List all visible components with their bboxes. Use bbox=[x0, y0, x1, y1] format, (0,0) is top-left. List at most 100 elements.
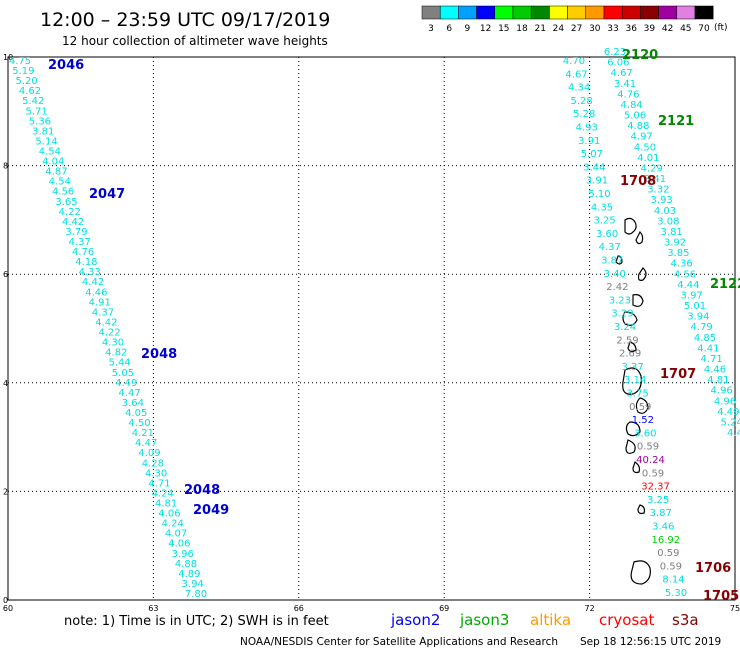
wave-height-value: 0.59 bbox=[657, 548, 679, 559]
y-tick-label: 2 bbox=[3, 487, 8, 496]
legend-swatch bbox=[512, 5, 532, 20]
legend-bin-label: 27 bbox=[571, 24, 582, 34]
pass-label: 1708 bbox=[620, 174, 656, 189]
wave-height-value: 4.42 bbox=[82, 277, 104, 288]
wave-height-value: 3.25 bbox=[593, 216, 615, 227]
track-pass-labels: 2046 2047 2048 2048 2049 2120 2121 2122 1708 1707… bbox=[48, 48, 740, 604]
legend-unit: (ft) bbox=[714, 23, 728, 33]
legend-bin-label: 6 bbox=[446, 24, 452, 34]
wave-height-value: 4.71 bbox=[148, 478, 170, 489]
wave-height-value: 5.24 bbox=[721, 417, 740, 428]
wave-height-value: 4.24 bbox=[162, 519, 184, 530]
wave-height-value: 4.09 bbox=[138, 448, 160, 459]
wave-height-value: 0.59 bbox=[660, 561, 682, 572]
wave-height-value: 4.88 bbox=[627, 121, 649, 132]
wave-height-value: 32.37 bbox=[641, 482, 670, 493]
wave-height-value: 4.96 bbox=[714, 396, 736, 407]
legend-bin-label: 18 bbox=[516, 24, 528, 34]
y-tick-label: 10 bbox=[3, 53, 13, 62]
wave-height-value: 3.91 bbox=[586, 176, 608, 187]
wave-height-value: 3.87 bbox=[601, 256, 623, 267]
wave-height-value: 0.59 bbox=[642, 468, 664, 479]
wave-height-value: 4.44 bbox=[677, 280, 699, 291]
legend-swatch bbox=[549, 5, 568, 20]
wave-height-value: 6.06 bbox=[607, 58, 629, 69]
x-tick-label: 72 bbox=[585, 604, 595, 613]
map-title: 12:00 – 23:59 UTC 09/17/2019 bbox=[40, 9, 330, 31]
wave-height-value: 3.60 bbox=[596, 229, 618, 240]
wave-height-value: 0.59 bbox=[637, 442, 659, 453]
wave-height-value: 4.91 bbox=[89, 297, 111, 308]
wave-height-value: 4.03 bbox=[654, 206, 676, 217]
wave-height-value: 5.20 bbox=[16, 76, 38, 87]
wave-height-value: 4.82 bbox=[105, 348, 127, 359]
wave-height-value: 4.28 bbox=[142, 458, 164, 469]
wave-height-value: 4.06 bbox=[168, 539, 190, 550]
wave-height-value: 4.79 bbox=[691, 322, 713, 333]
wave-height-value: 4.22 bbox=[99, 328, 121, 339]
wave-height-value: 3.41 bbox=[644, 174, 666, 185]
satellite-name: jason2 bbox=[390, 611, 440, 629]
wave-height-value: 4.35 bbox=[591, 202, 613, 213]
legend-swatch bbox=[676, 5, 696, 20]
wave-height-value: 3.97 bbox=[681, 290, 703, 301]
pass-label: 2049 bbox=[193, 503, 229, 518]
wave-height-value: 4.47 bbox=[118, 388, 140, 399]
legend-swatch bbox=[567, 5, 587, 20]
wave-height-value: 4.21 bbox=[132, 428, 154, 439]
legend-bin-label: 33 bbox=[607, 24, 618, 34]
wave-height-value: 4.30 bbox=[102, 338, 124, 349]
wave-height-value: 4.01 bbox=[637, 153, 659, 164]
wave-height-value: 4.42 bbox=[95, 317, 117, 328]
wave-height-value: 4.87 bbox=[45, 167, 67, 178]
wave-height-value: 3.23 bbox=[609, 295, 631, 306]
wave-height-value: 2.59 bbox=[616, 335, 638, 346]
legend-bin-label: 3 bbox=[428, 24, 434, 34]
x-tick-label: 63 bbox=[148, 604, 158, 613]
wave-height-tracks: 4.755.195.204.625.425.715.363.815.144.54… bbox=[9, 47, 740, 600]
wave-height-value: 4.50 bbox=[128, 418, 150, 429]
wave-height-value: 3.75 bbox=[627, 389, 649, 400]
y-tick-label: 6 bbox=[3, 270, 8, 279]
legend-swatch bbox=[476, 5, 496, 20]
legend-bin-label: 15 bbox=[498, 24, 509, 34]
x-tick-label: 66 bbox=[294, 604, 304, 613]
wave-height-value: 4.56 bbox=[52, 187, 74, 198]
pass-label: 1707 bbox=[660, 367, 696, 382]
wave-height-value: 4.34 bbox=[568, 83, 590, 94]
wave-height-value: 3.29 bbox=[611, 309, 633, 320]
wave-height-value: 4.76 bbox=[617, 89, 639, 100]
satellite-name: s3a bbox=[672, 611, 699, 629]
wave-height-value: 4.04 bbox=[42, 157, 64, 168]
wave-height-value: 5.30 bbox=[665, 588, 687, 599]
satellite-name: jason3 bbox=[459, 611, 509, 629]
wave-height-value: 4.93 bbox=[576, 123, 598, 134]
wave-height-value: 40.24 bbox=[636, 455, 665, 466]
x-tick-label: 75 bbox=[730, 604, 740, 613]
wave-height-value: 3.46 bbox=[652, 522, 674, 533]
wave-height-value: 5.05 bbox=[112, 368, 134, 379]
wave-height-value: 3.25 bbox=[647, 495, 669, 506]
legend-bin-label: 39 bbox=[644, 24, 656, 34]
wave-height-value: 2.69 bbox=[619, 349, 641, 360]
wave-height-value: 4.37 bbox=[69, 237, 91, 248]
wave-height-value: 5.28 bbox=[573, 109, 595, 120]
pass-label: 2121 bbox=[658, 114, 694, 129]
wave-height-value: 4.97 bbox=[631, 132, 653, 143]
y-tick-label: 8 bbox=[3, 162, 8, 171]
y-tick-label: 0 bbox=[3, 596, 8, 605]
wave-height-value: 3.92 bbox=[664, 238, 686, 249]
satellite-legend: jason2 jason3 altika cryosat s3a bbox=[390, 611, 699, 629]
legend-swatch bbox=[640, 5, 659, 20]
wave-height-value: 4.85 bbox=[694, 333, 716, 344]
wave-height-value: 4.54 bbox=[39, 147, 61, 158]
wave-height-value: 4.37 bbox=[599, 242, 621, 253]
wave-height-value: 4.47 bbox=[135, 438, 157, 449]
footer-timestamp: Sep 18 12:56:15 UTC 2019 bbox=[580, 636, 721, 648]
color-legend: 3 6 9 12 15 18 21 24 27 30 33 36 39 42 45 70 bbox=[421, 5, 714, 34]
wave-height-value: 4.89 bbox=[178, 569, 200, 580]
legend-swatch bbox=[621, 5, 641, 20]
wave-height-value: 4.84 bbox=[621, 100, 643, 111]
wave-height-value: 5.71 bbox=[25, 106, 47, 117]
map-frame bbox=[7, 56, 736, 601]
